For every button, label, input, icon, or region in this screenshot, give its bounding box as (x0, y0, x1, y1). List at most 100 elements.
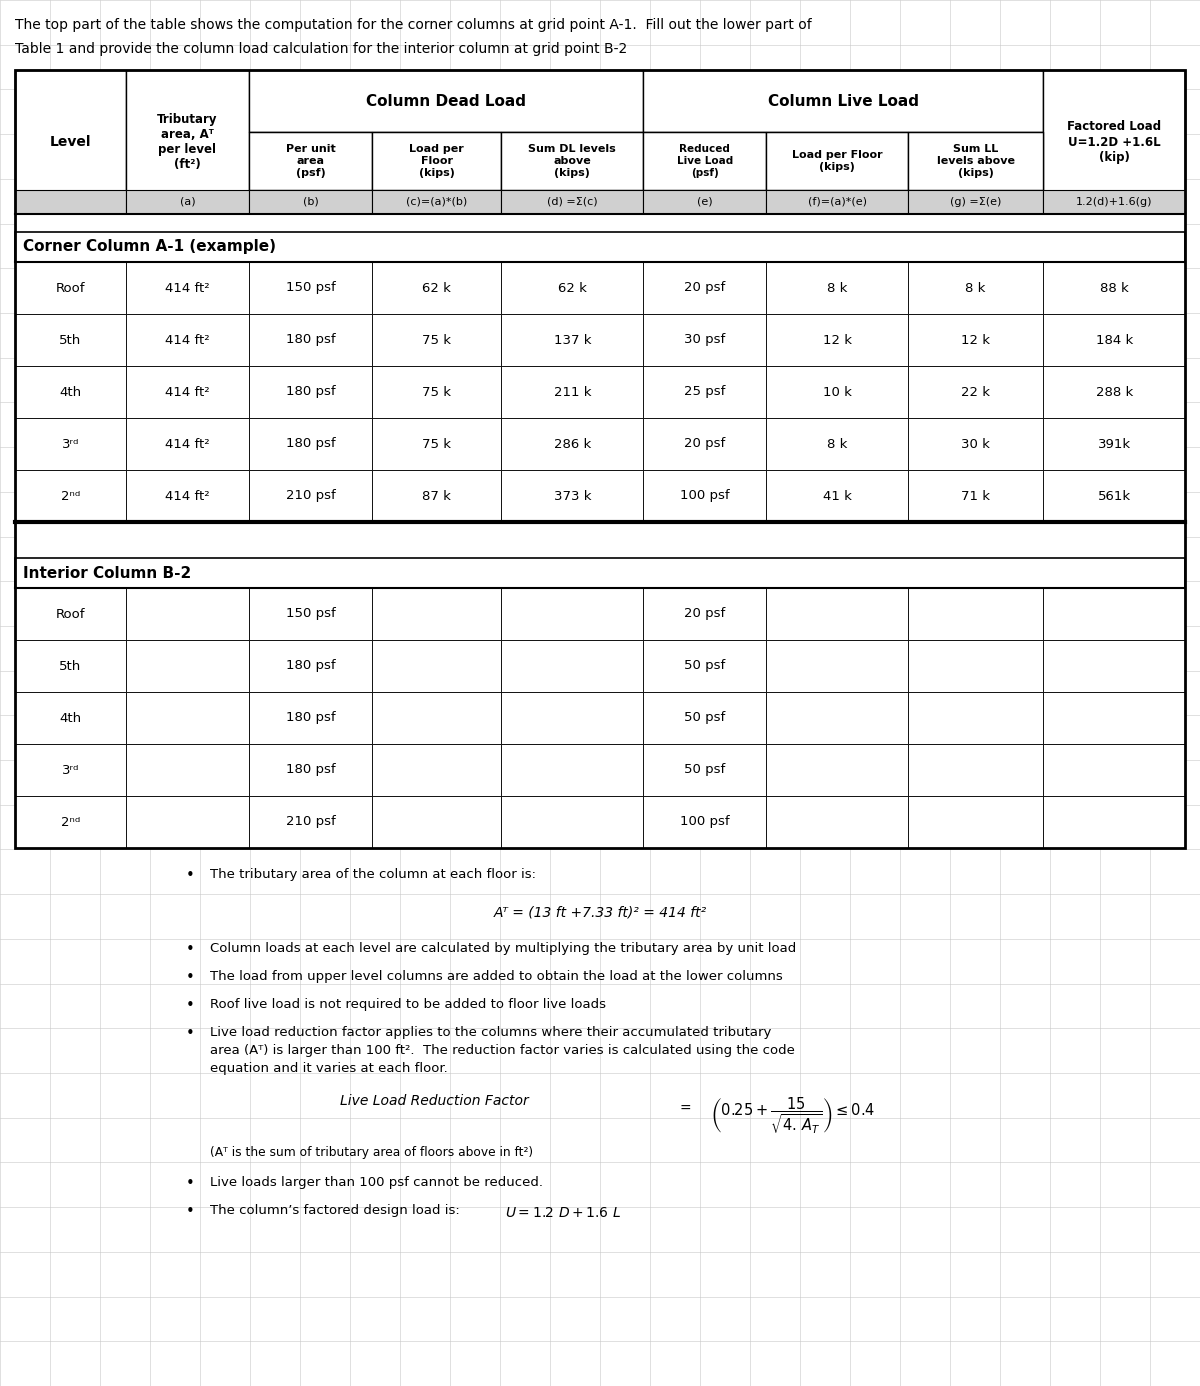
Bar (14, 262, 126, 315)
Bar (126, 419, 250, 470)
Text: 391k: 391k (1098, 438, 1130, 450)
Bar (250, 419, 372, 470)
Text: (f)=(a)*(e): (f)=(a)*(e) (808, 197, 866, 207)
Bar (1043, 796, 1184, 848)
Bar (502, 132, 643, 190)
Bar (14, 692, 126, 744)
Bar (908, 419, 1043, 470)
Bar (372, 231, 502, 262)
Bar (372, 366, 502, 419)
Bar (14, 231, 1186, 262)
Text: •: • (186, 942, 194, 956)
Bar (250, 692, 372, 744)
Text: 2ⁿᵈ: 2ⁿᵈ (61, 489, 80, 503)
Bar (126, 315, 250, 366)
Text: 2ⁿᵈ: 2ⁿᵈ (61, 815, 80, 829)
Text: =: = (680, 1102, 691, 1116)
Bar (767, 419, 908, 470)
Bar (126, 692, 250, 744)
Text: Level: Level (49, 134, 91, 150)
Bar (908, 588, 1043, 640)
Bar (126, 366, 250, 419)
Bar (126, 640, 250, 692)
Text: 5th: 5th (59, 334, 82, 346)
Text: 211 k: 211 k (553, 385, 592, 399)
Text: •: • (186, 868, 194, 883)
Text: 210 psf: 210 psf (286, 489, 336, 503)
Bar (372, 523, 502, 541)
Bar (908, 132, 1043, 190)
Bar (14, 213, 126, 231)
Text: Live load reduction factor applies to the columns where their accumulated tribut: Live load reduction factor applies to th… (210, 1026, 772, 1040)
Bar (643, 190, 767, 213)
Bar (250, 470, 372, 523)
Bar (250, 315, 372, 366)
Bar (14, 796, 126, 848)
Bar (250, 470, 372, 523)
Bar (908, 213, 1043, 231)
Bar (126, 190, 250, 213)
Text: 286 k: 286 k (553, 438, 590, 450)
Bar (502, 190, 643, 213)
Text: Sum DL levels
above
(kips): Sum DL levels above (kips) (528, 144, 616, 177)
Bar (643, 71, 1043, 132)
Bar (767, 231, 908, 262)
Bar (1043, 588, 1184, 640)
Bar (767, 692, 908, 744)
Bar (502, 692, 643, 744)
Bar (14, 541, 126, 559)
Bar (643, 132, 767, 190)
Bar (767, 470, 908, 523)
Bar (14, 315, 126, 366)
Text: 414 ft²: 414 ft² (166, 489, 210, 503)
Bar (14, 640, 126, 692)
Bar (767, 559, 908, 588)
Bar (643, 796, 767, 848)
Text: Aᵀ = (13 ft +7.33 ft)² = 414 ft²: Aᵀ = (13 ft +7.33 ft)² = 414 ft² (493, 906, 707, 920)
Bar (643, 523, 767, 541)
Text: Roof live load is not required to be added to floor live loads: Roof live load is not required to be add… (210, 998, 606, 1010)
Bar (908, 541, 1043, 559)
Bar (250, 262, 372, 315)
Bar (643, 470, 767, 523)
Bar (1043, 262, 1184, 315)
Bar (643, 71, 767, 132)
Text: 288 k: 288 k (1096, 385, 1133, 399)
Bar (372, 213, 502, 231)
Bar (250, 190, 372, 213)
Bar (502, 262, 643, 315)
Bar (250, 262, 372, 315)
Text: 100 psf: 100 psf (680, 489, 730, 503)
Text: 373 k: 373 k (553, 489, 592, 503)
Bar (1043, 640, 1184, 692)
Bar (1043, 692, 1184, 744)
Bar (372, 419, 502, 470)
Text: Reduced
Live Load
(psf): Reduced Live Load (psf) (677, 144, 733, 177)
Text: Table 1 and provide the column load calculation for the interior column at grid : Table 1 and provide the column load calc… (14, 42, 628, 55)
Bar (372, 796, 502, 848)
Bar (502, 796, 643, 848)
Bar (372, 190, 502, 213)
Text: Column Dead Load: Column Dead Load (366, 93, 526, 108)
Bar (767, 315, 908, 366)
Bar (250, 190, 372, 213)
Bar (250, 231, 372, 262)
Text: 10 k: 10 k (823, 385, 852, 399)
Bar (643, 523, 767, 541)
Bar (502, 366, 643, 419)
Bar (126, 213, 250, 231)
Bar (643, 692, 767, 744)
Bar (14, 132, 126, 190)
Text: 184 k: 184 k (1096, 334, 1133, 346)
Text: •: • (186, 1175, 194, 1191)
Bar (908, 470, 1043, 523)
Bar (908, 744, 1043, 796)
Text: •: • (186, 998, 194, 1013)
Bar (1043, 559, 1184, 588)
Bar (126, 796, 250, 848)
Bar (1043, 231, 1184, 262)
Bar (908, 744, 1043, 796)
Bar (14, 71, 126, 132)
Bar (14, 541, 126, 559)
Bar (643, 541, 767, 559)
